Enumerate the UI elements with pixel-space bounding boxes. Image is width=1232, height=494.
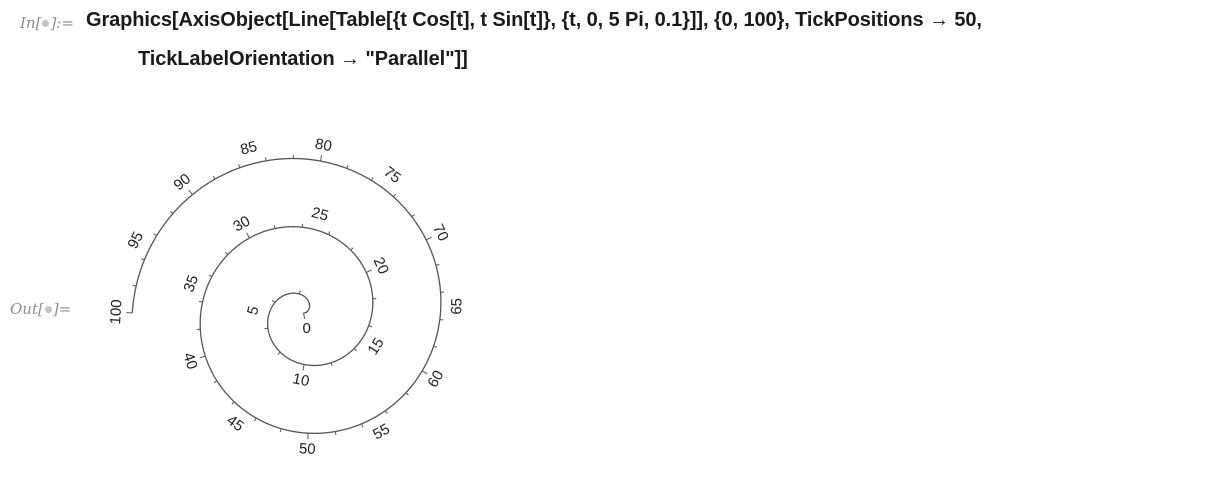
minor-tick	[212, 175, 216, 180]
axis-spiral-curve	[131, 157, 442, 434]
minor-tick	[198, 300, 203, 303]
minor-tick	[132, 284, 137, 287]
minor-tick	[208, 274, 213, 278]
tick-label-45: 45	[223, 412, 247, 436]
tick-label-90: 90	[170, 170, 194, 194]
tick-label-30: 30	[230, 213, 253, 236]
minor-tick	[435, 263, 440, 266]
major-tick	[366, 269, 372, 273]
minor-tick	[213, 380, 218, 384]
minor-tick	[411, 214, 415, 218]
minor-tick	[330, 362, 333, 367]
tick-label-65: 65	[448, 298, 465, 315]
input-cell-label: In[ ]:=	[20, 14, 74, 32]
output-cell-label: Out[ ]=	[10, 300, 71, 318]
tick-label-25: 25	[310, 204, 331, 225]
tick-label-60: 60	[424, 367, 447, 390]
input-label-suffix: ]:=	[50, 14, 74, 32]
minor-tick	[238, 164, 241, 168]
minor-tick	[353, 348, 357, 352]
minor-tick	[265, 157, 267, 161]
tick-label-10: 10	[291, 370, 311, 390]
major-tick	[421, 370, 428, 375]
tick-label-85: 85	[239, 138, 259, 159]
major-tick	[246, 232, 250, 239]
minor-tick	[327, 231, 331, 235]
major-tick	[303, 312, 306, 319]
major-tick	[302, 364, 305, 371]
minor-tick	[231, 401, 235, 405]
tick-label-40: 40	[179, 350, 200, 371]
minor-tick	[277, 351, 281, 355]
minor-tick	[334, 431, 337, 436]
minor-tick	[169, 210, 174, 214]
minor-tick	[298, 290, 301, 295]
tick-label-0: 0	[302, 320, 310, 337]
input-code-line-1[interactable]: Graphics[AxisObject[Line[Table[{t Cos[t]…	[86, 9, 982, 31]
tick-label-35: 35	[180, 273, 202, 295]
major-tick	[188, 189, 193, 195]
major-tick	[199, 355, 206, 359]
tick-label-75: 75	[380, 163, 404, 187]
minor-tick	[392, 193, 396, 197]
minor-tick	[368, 325, 373, 328]
major-tick	[320, 155, 323, 162]
input-code-line-2[interactable]: TickLabelOrientation → "Parallel"]]	[138, 48, 468, 70]
cell-marker-icon	[44, 306, 52, 313]
tick-label-100: 100	[107, 299, 126, 325]
output-label-prefix: Out[	[10, 300, 44, 318]
cell-marker-icon	[42, 20, 50, 27]
tick-label-70: 70	[429, 221, 452, 244]
output-label-suffix: ]=	[52, 300, 72, 318]
major-tick	[425, 236, 432, 241]
minor-tick	[346, 164, 349, 169]
minor-tick	[279, 428, 282, 433]
minor-tick	[384, 410, 388, 414]
minor-tick	[350, 247, 354, 251]
input-label-prefix: In[	[20, 14, 42, 32]
minor-tick	[405, 392, 409, 396]
minor-tick	[361, 423, 364, 428]
minor-tick	[225, 251, 229, 255]
tick-label-5: 5	[244, 304, 263, 316]
tick-label-95: 95	[124, 229, 147, 252]
tick-label-20: 20	[370, 255, 392, 277]
minor-tick	[271, 299, 276, 303]
tick-label-50: 50	[299, 440, 317, 458]
minor-tick	[433, 345, 438, 348]
minor-tick	[370, 177, 374, 181]
minor-tick	[153, 233, 157, 237]
minor-tick	[253, 417, 257, 422]
tick-label-15: 15	[364, 335, 387, 358]
minor-tick	[273, 224, 276, 229]
tick-label-55: 55	[370, 420, 393, 443]
minor-tick	[140, 258, 145, 261]
tick-label-80: 80	[314, 135, 334, 155]
